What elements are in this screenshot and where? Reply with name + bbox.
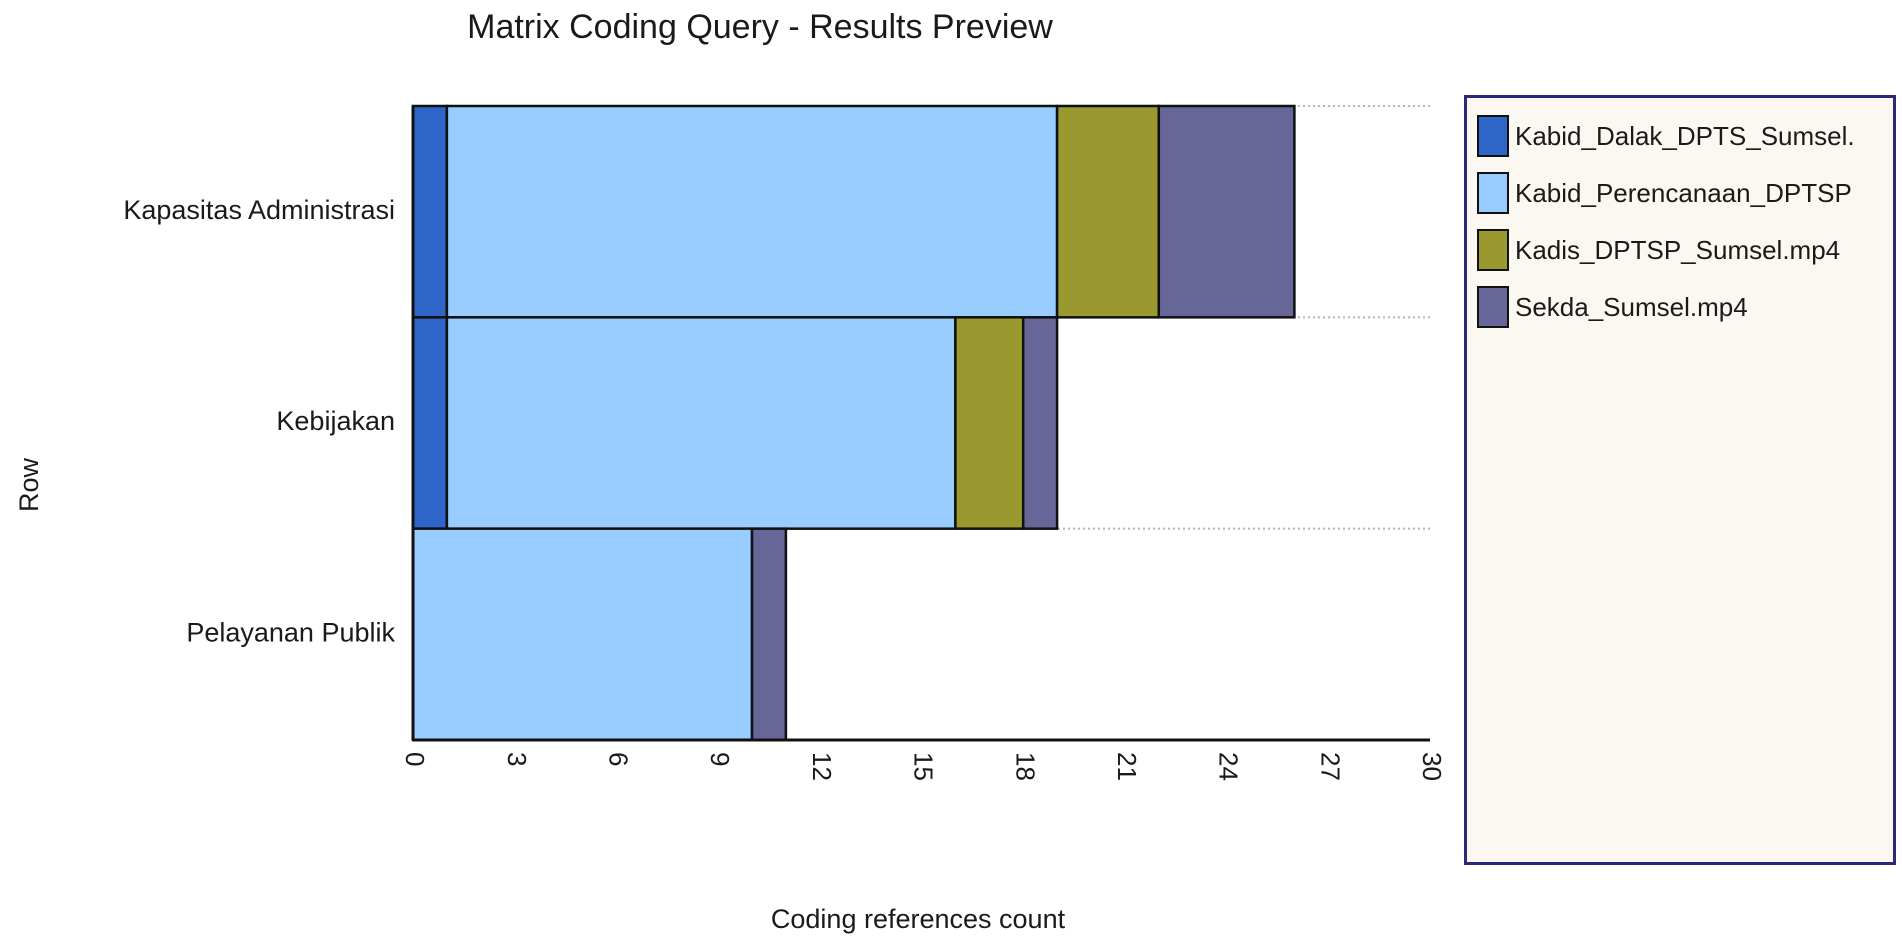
category-label: Pelayanan Publik (186, 617, 395, 647)
x-tick-label: 18 (1010, 752, 1040, 781)
category-label: Kebijakan (276, 406, 395, 436)
legend-label: Sekda_Sumsel.mp4 (1515, 291, 1748, 322)
bar-segment (411, 316, 449, 530)
x-tick-label: 27 (1315, 752, 1345, 781)
legend-item: Kabid_Perencanaan_DPTSP (1477, 169, 1852, 217)
x-tick-label: 0 (400, 752, 430, 766)
x-tick-label: 21 (1112, 752, 1142, 781)
bars (411, 104, 1296, 742)
bar-chart: 0 3 6 9 12 15 18 21 24 27 30 Kapasitas Administras… (14, 104, 1447, 934)
x-tick-label: 30 (1417, 752, 1447, 781)
legend-label: Kabid_Dalak_DPTS_Sumsel. (1515, 120, 1855, 151)
x-tick-label: 9 (705, 752, 735, 766)
x-axis-title: Coding references count (771, 904, 1066, 934)
bar-segment (411, 104, 449, 319)
legend-swatch (1477, 115, 1509, 157)
y-axis-title: Row (14, 457, 44, 512)
axes (411, 106, 1430, 742)
bar-segment (1021, 316, 1059, 530)
x-tick-label: 6 (604, 752, 634, 766)
category-label: Kapasitas Administrasi (123, 195, 395, 225)
chart-title: Matrix Coding Query - Results Preview (467, 8, 1053, 46)
legend-item: Kabid_Dalak_DPTS_Sumsel. (1477, 112, 1855, 160)
legend-swatch (1477, 172, 1509, 214)
legend-label: Kabid_Perencanaan_DPTSP (1515, 177, 1852, 208)
bar-segment (750, 527, 788, 742)
legend-swatch (1477, 229, 1509, 271)
x-tick-label: 3 (502, 752, 532, 766)
legend-item: Kadis_DPTSP_Sumsel.mp4 (1477, 226, 1840, 274)
bar-segment (1055, 104, 1161, 319)
legend-label: Kadis_DPTSP_Sumsel.mp4 (1515, 234, 1841, 265)
bar-segment (445, 104, 1059, 319)
x-tick-label: 12 (807, 752, 837, 781)
x-tick-label: 24 (1214, 752, 1244, 781)
bar-segment (411, 527, 754, 742)
legend: Kabid_Dalak_DPTS_Sumsel. Kabid_Perencanaa… (1464, 95, 1896, 865)
legend-item: Sekda_Sumsel.mp4 (1477, 283, 1748, 331)
bar-segment (954, 316, 1025, 530)
category-labels: Kapasitas Administrasi Kebijakan Pelayanan… (123, 195, 395, 648)
bar-segment (445, 316, 957, 530)
x-tick-labels: 0 3 6 9 12 15 18 21 24 27 30 (400, 752, 1447, 781)
bar-segment (1157, 104, 1296, 319)
x-tick-label: 15 (909, 752, 939, 781)
legend-swatch (1477, 286, 1509, 328)
